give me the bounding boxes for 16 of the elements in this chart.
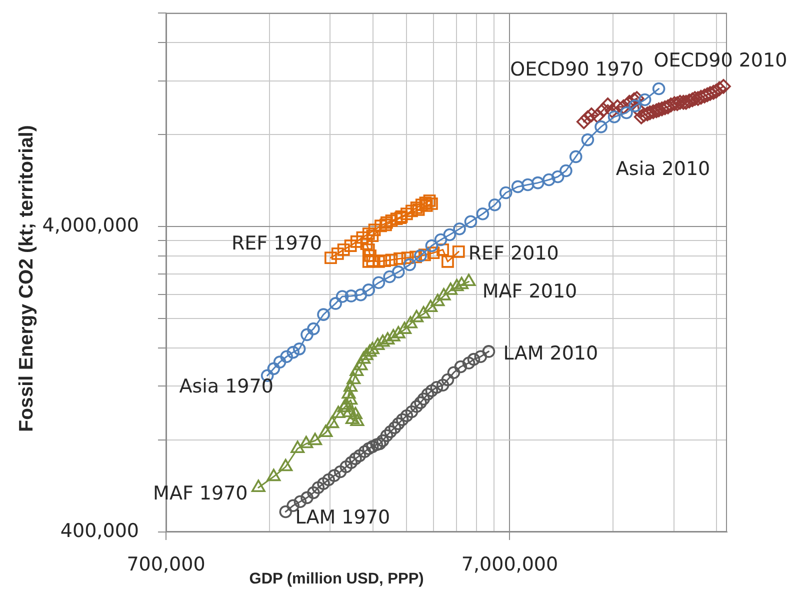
annotation: LAM 2010 — [503, 342, 598, 364]
annotation: OECD90 2010 — [654, 49, 788, 72]
x-axis-title: GDP (million USD, PPP) — [249, 570, 424, 588]
y-tick-label: 400,000 — [60, 520, 139, 542]
annotation: Asia 2010 — [616, 158, 710, 180]
annotation: REF 1970 — [231, 232, 322, 255]
x-tick-label: 7,000,000 — [461, 553, 558, 576]
y-tick-label: 4,000,000 — [42, 214, 139, 236]
annotation: REF 2010 — [468, 242, 559, 265]
annotation: MAF 1970 — [153, 482, 248, 505]
annotation: Asia 1970 — [179, 376, 274, 398]
annotation: OECD90 1970 — [510, 58, 644, 81]
annotation: MAF 2010 — [482, 280, 578, 303]
annotation: LAM 1970 — [295, 506, 390, 529]
y-axis-title: Fossil Energy CO2 (kt; territorial) — [15, 125, 38, 432]
x-tick-label: 700,000 — [126, 553, 206, 576]
